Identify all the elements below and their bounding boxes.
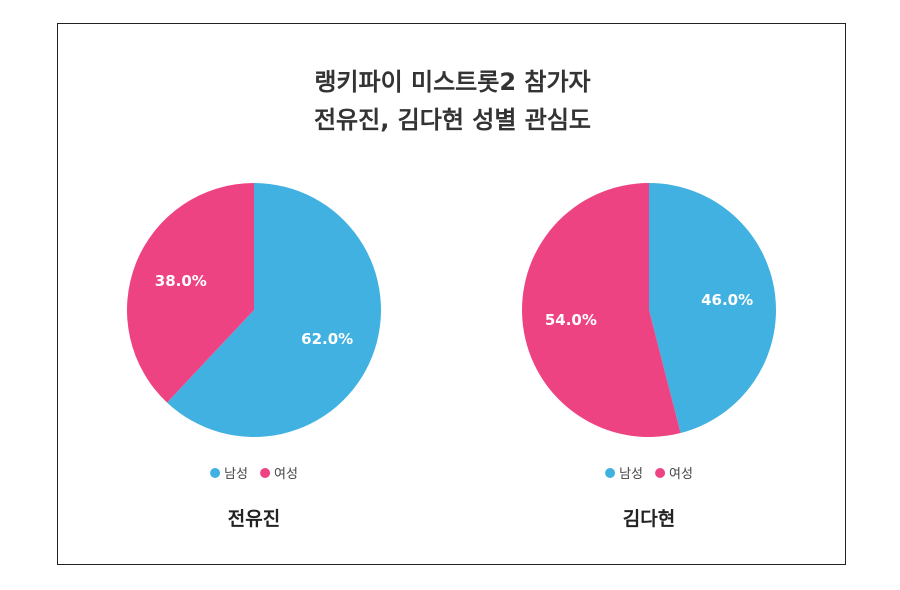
- legend-swatch-female: [260, 467, 270, 478]
- pie-2-label-male: 46.0%: [701, 291, 753, 309]
- pie-1-slice-male: [167, 183, 381, 437]
- pie-2-slice-female: [522, 183, 681, 438]
- legend-label-male: 남성: [619, 467, 643, 482]
- pie-1-slice-female: [127, 183, 254, 403]
- legend-chart-1: 남성 여성: [210, 463, 298, 482]
- pie-charts: 62.0% 38.0% 46.0% 54.0%: [127, 183, 776, 438]
- legend-swatch-male: [605, 467, 616, 478]
- legend-item-male: 남성: [210, 463, 248, 482]
- legend-label-female: 여성: [669, 467, 693, 482]
- legend-chart-2: 남성 여성: [605, 463, 693, 482]
- legend-label-female: 여성: [274, 467, 298, 482]
- chart-frame: 랭키파이 미스트롯2 참가자 전유진, 김다현 성별 관심도 62.0% 38.0…: [57, 23, 846, 565]
- legend-label-male: 남성: [224, 467, 248, 482]
- chart-title-line-2: 전유진, 김다현 성별 관심도: [313, 106, 592, 134]
- legend-item-female: 여성: [260, 463, 298, 482]
- pie-1-label-female: 38.0%: [155, 272, 207, 290]
- pie-name-1: 전유진: [227, 508, 281, 530]
- pie-name-2: 김다현: [622, 508, 676, 530]
- legend-item-female: 여성: [655, 463, 693, 482]
- pie-1-label-male: 62.0%: [301, 330, 353, 348]
- legend-swatch-male: [210, 467, 221, 478]
- chart-title-line-1: 랭키파이 미스트롯2 참가자: [314, 68, 591, 96]
- legend-item-male: 남성: [605, 463, 643, 482]
- legend-swatch-female: [655, 467, 665, 478]
- pie-2-slice-male: [649, 183, 776, 434]
- pie-2-label-female: 54.0%: [545, 311, 597, 329]
